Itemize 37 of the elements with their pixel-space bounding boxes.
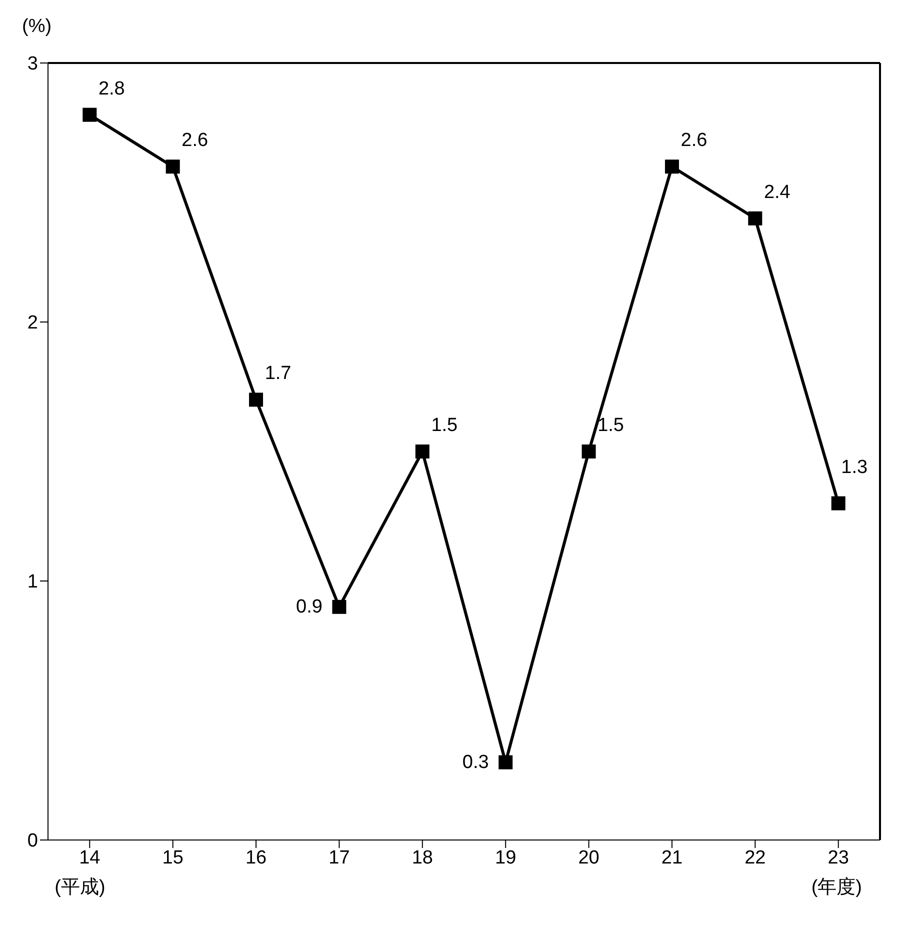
data-label: 1.5 <box>598 415 624 436</box>
y-tick-label: 1 <box>27 572 38 593</box>
point <box>664 160 679 174</box>
point <box>498 755 513 770</box>
data-label: 1.3 <box>841 456 868 478</box>
point <box>82 108 97 122</box>
point <box>831 496 846 510</box>
x-tick-label: 20 <box>578 847 600 868</box>
point <box>748 211 762 226</box>
point <box>332 600 346 614</box>
data-label: 0.3 <box>462 752 489 773</box>
x-tick-label: 19 <box>495 847 516 868</box>
point <box>415 444 430 458</box>
text: (平成) <box>54 876 106 900</box>
data-label: 1.7 <box>264 363 292 384</box>
y-tick-label: 0 <box>27 830 38 852</box>
x-tick-label: 18 <box>412 847 433 868</box>
data-label: 2.8 <box>98 78 125 100</box>
x-tick-label: 15 <box>162 847 184 868</box>
data-label: 0.9 <box>296 596 322 618</box>
data-label: 2.6 <box>182 130 208 152</box>
x-tick-label: 21 <box>661 847 683 868</box>
data-label: 1.5 <box>431 415 458 436</box>
y-tick-label: 3 <box>27 54 38 75</box>
x-tick-label: 22 <box>744 847 766 868</box>
point <box>249 392 264 407</box>
point <box>582 444 596 458</box>
data-label: 2.4 <box>764 182 791 203</box>
x-tick-label: 23 <box>828 847 849 868</box>
x-tick-label: 16 <box>245 847 267 868</box>
point <box>166 160 180 174</box>
x-tick-label: 14 <box>79 847 101 868</box>
text: (年度) <box>811 876 862 900</box>
data-label: 2.6 <box>680 130 708 152</box>
x-tick-label: 17 <box>328 847 350 868</box>
y-axis-title: (%) <box>22 16 52 38</box>
y-tick-label: 2 <box>27 312 38 334</box>
